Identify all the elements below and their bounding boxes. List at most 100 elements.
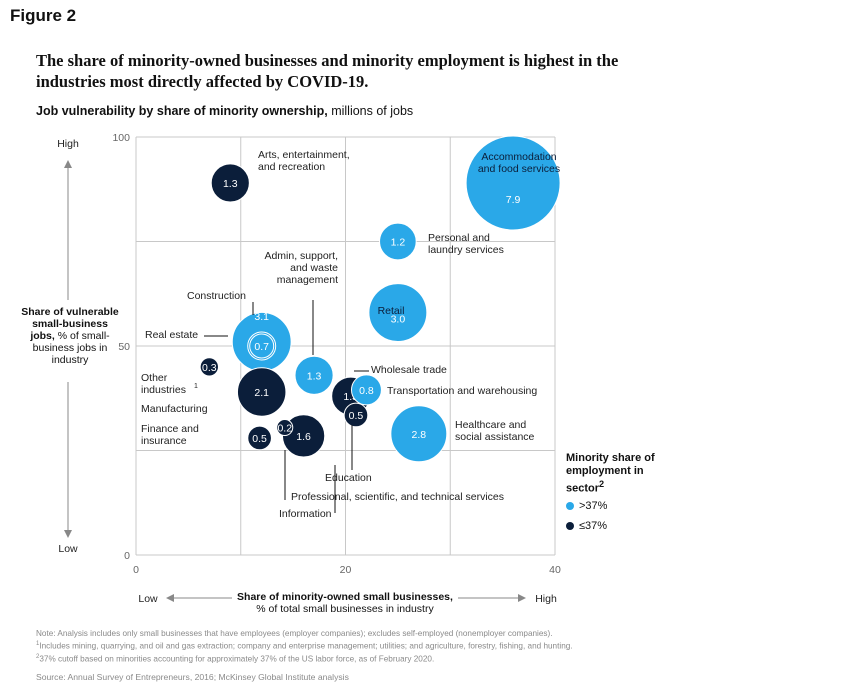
y-high-label: High <box>57 138 79 150</box>
chart-subtitle: Job vulnerability by share of minority o… <box>36 104 413 118</box>
category-label-admin: and waste <box>290 262 338 274</box>
bubble-value-label: 0.3 <box>202 362 217 374</box>
x-axis-title-bold: Share of minority-owned small businesses… <box>237 591 453 603</box>
bubble <box>210 163 250 203</box>
bubble-value-label: 2.1 <box>254 387 269 399</box>
category-label-other: Other <box>141 372 168 384</box>
bubble-value-label: 0.2 <box>277 423 292 435</box>
y-tick-label: 50 <box>118 341 130 353</box>
legend-title-text: Minority share of employment in sector <box>566 452 655 495</box>
bubble <box>294 355 334 395</box>
x-axis-title-rest: % of total small businesses in industry <box>256 603 434 615</box>
category-label-other-sup: 1 <box>194 383 198 390</box>
bubble-value-label: 1.3 <box>307 370 322 382</box>
note-line-2-text: Includes mining, quarrying, and oil and … <box>39 642 573 652</box>
bubbles-layer: 7.93.1 3.02.82.11.61.31.31.31.20.80.70.50… <box>199 135 561 463</box>
legend-item-low: ≤37% <box>566 520 607 532</box>
legend-item-high: >37% <box>566 500 607 512</box>
bubble-value-label: 0.5 <box>252 433 267 445</box>
category-label-construction: Construction <box>187 290 246 302</box>
category-label-arts: Arts, entertainment, <box>258 149 350 161</box>
category-label-professional: Professional, scientific, and technical … <box>291 491 504 503</box>
bubble <box>343 402 369 428</box>
bubble-inner-ring <box>249 333 275 359</box>
bubble-value-label: 1.6 <box>296 431 311 443</box>
x-tick-label: 40 <box>549 564 561 576</box>
bubble <box>465 135 561 231</box>
notes: Note: Analysis includes only small busin… <box>36 629 836 665</box>
y-axis-title: Share of vulnerable small-business jobs,… <box>20 306 120 366</box>
x-axis-title: Share of minority-owned small businesses… <box>215 591 475 615</box>
bubble <box>247 331 277 361</box>
y-low-label: Low <box>58 543 78 555</box>
legend-title: Minority share of employment in sector2 <box>566 452 666 496</box>
x-tick-label: 20 <box>340 564 352 576</box>
note-line-2: 1Includes mining, quarrying, and oil and… <box>36 639 836 652</box>
bubble <box>379 222 417 261</box>
legend-title-sup: 2 <box>599 479 605 489</box>
source-line: Source: Annual Survey of Entrepreneurs, … <box>36 672 349 682</box>
note-line-1: Note: Analysis includes only small busin… <box>36 629 553 638</box>
category-label-admin: Admin, support, <box>264 250 338 262</box>
bubble <box>247 425 272 451</box>
x-high-label: High <box>535 593 557 605</box>
y-tick-label: 0 <box>124 550 130 562</box>
note-sup-1: 1 <box>36 641 40 648</box>
category-label-personal: laundry services <box>428 244 504 256</box>
subtitle-bold: Job vulnerability by share of minority o… <box>36 104 328 118</box>
bubble <box>281 414 326 458</box>
category-label-accommodation: and food services <box>478 163 560 175</box>
bubble-value-label: 3.1 <box>254 311 269 323</box>
bubble-value-label: 3.0 <box>391 314 406 326</box>
bubble <box>390 405 448 463</box>
bubble <box>199 357 219 377</box>
bubble <box>350 374 382 406</box>
legend-dot-light-icon <box>566 502 574 510</box>
x-arrow-right-head <box>518 594 526 602</box>
axis-decorations: High Low Low High <box>57 138 557 605</box>
figure-label: Figure 2 <box>10 6 77 25</box>
x-arrow-left-head <box>166 594 174 602</box>
category-label-education: Education <box>325 472 372 484</box>
category-label-real-estate: Real estate <box>145 329 198 341</box>
x-low-label: Low <box>138 593 158 605</box>
category-label-other: industries <box>141 384 186 396</box>
category-label-wholesale: Wholesale trade <box>371 364 447 376</box>
bubble-value-label: 7.9 <box>506 194 521 206</box>
category-label-healthcare: social assistance <box>455 431 535 443</box>
leader-lines <box>204 300 369 513</box>
category-label-healthcare: Healthcare and <box>455 419 526 431</box>
category-label-transport: Transportation and warehousing <box>387 385 537 397</box>
bubble-value-label: 0.8 <box>359 385 374 397</box>
category-label-admin: management <box>277 274 338 286</box>
note-sup-2: 2 <box>36 654 40 661</box>
x-tick-label: 0 <box>133 564 139 576</box>
legend-label-high: >37% <box>579 500 608 512</box>
legend-label-low: ≤37% <box>579 520 608 532</box>
note-line-3: 237% cutoff based on minorities accounti… <box>36 652 836 665</box>
category-label-personal: Personal and <box>428 232 490 244</box>
bubble <box>276 419 294 437</box>
bubble-value-label: 0.5 <box>349 410 364 422</box>
category-label-manufacturing: Manufacturing <box>141 403 208 415</box>
y-arrow-up-head <box>64 160 72 168</box>
category-label-arts: and recreation <box>258 161 325 173</box>
y-axis-title-rest: % of small-business jobs in industry <box>32 330 110 366</box>
category-label-finance: insurance <box>141 435 187 447</box>
bubble <box>368 283 428 343</box>
legend-dot-dark-icon <box>566 522 574 530</box>
y-axis-title-bold: Share of vulnerable small-business jobs, <box>21 306 119 342</box>
bubble-value-label: 1.2 <box>391 237 406 249</box>
note-line-3-text: 37% cutoff based on minorities accountin… <box>39 655 435 665</box>
y-arrow-down-head <box>64 530 72 538</box>
category-label-accommodation: Accommodation <box>481 151 556 163</box>
grid-lines: 0 50 100 0 20 40 <box>112 132 561 576</box>
bubble <box>236 367 287 417</box>
y-tick-label: 100 <box>112 132 130 144</box>
bubble-value-label: 0.7 <box>254 341 269 353</box>
category-label-information: Information <box>279 508 332 520</box>
category-label-finance: Finance and <box>141 423 199 435</box>
chart-headline: The share of minority-owned businesses a… <box>36 51 619 91</box>
